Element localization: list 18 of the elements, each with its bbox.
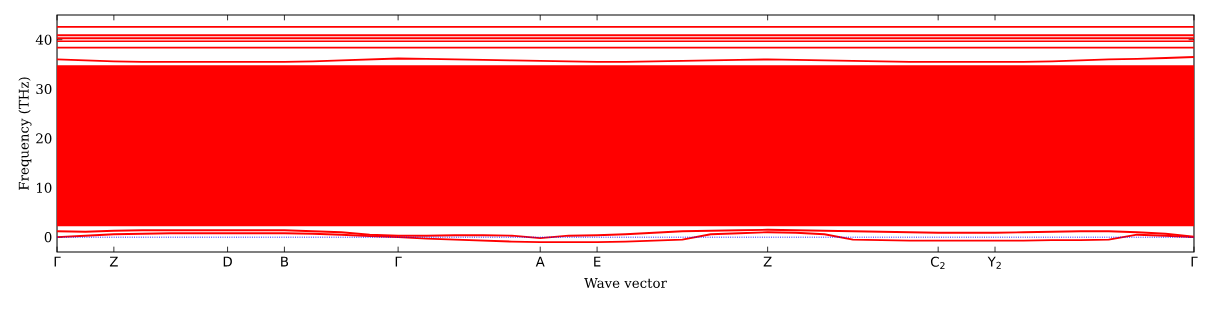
x-tick-label: E [594,256,601,267]
x-tick-label: Γ [54,256,61,267]
x-tick-label: Z [109,256,118,267]
x-tick-label: B [281,256,289,267]
y-tick-label: 10 [36,182,52,193]
x-tick-label: A [535,256,545,267]
x-tick-label: Y$_{2}$ [987,256,1001,269]
y-axis-title: Frequency (THz) [18,77,32,190]
x-tick-label: Γ [395,256,402,267]
y-tick-label: 0 [44,232,52,243]
x-axis-title: Wave vector [584,278,667,288]
x-tick-label: C$_{2}$ [930,256,945,269]
x-tick-label: Γ [1191,256,1198,267]
y-tick-label: 20 [36,133,52,144]
x-tick-label: Z [763,256,772,267]
y-tick-label: 40 [35,34,52,45]
y-tick-label: 30 [36,84,52,95]
x-tick-label: D [223,256,232,267]
